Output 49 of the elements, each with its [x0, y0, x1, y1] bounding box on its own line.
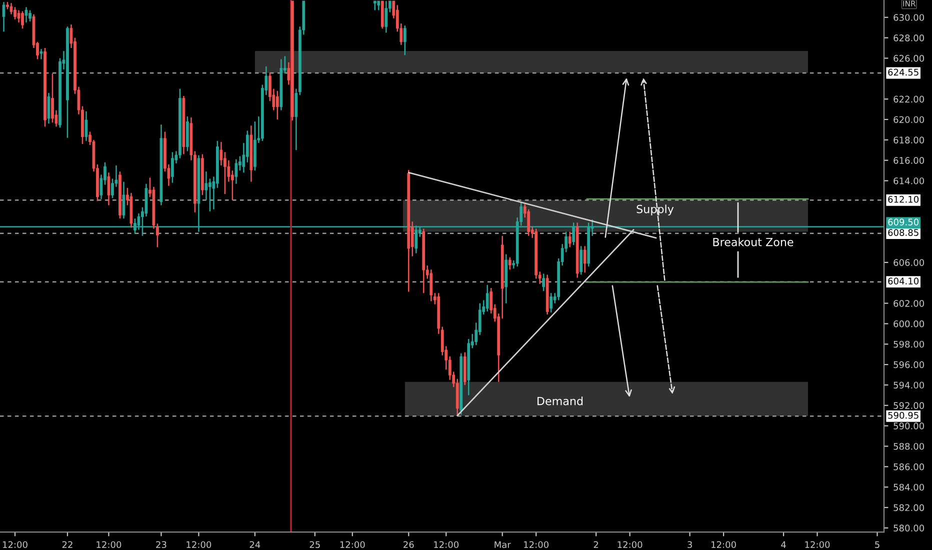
y-tick-label: 630.00 — [894, 14, 924, 21]
x-tick-label: 3 — [688, 541, 692, 548]
x-tick-label: 12:00 — [712, 541, 736, 548]
x-tick-label: 2 — [594, 541, 598, 548]
ref-line-label: 590.95 — [888, 412, 918, 419]
y-tick-label: 584.00 — [894, 484, 924, 491]
y-tick-label: 616.00 — [894, 157, 924, 164]
y-tick-label: 626.00 — [894, 54, 924, 62]
x-tick-label: 12:00 — [524, 541, 549, 548]
x-tick-label: 12:00 — [805, 541, 830, 548]
x-tick-label: 24 — [250, 541, 260, 548]
y-tick-label: 600.00 — [894, 320, 924, 328]
ref-line-label: 624.55 — [888, 68, 918, 76]
ref-line-label: 612.10 — [888, 196, 919, 203]
y-tick-label: 582.00 — [894, 504, 924, 512]
y-tick-label: 592.00 — [894, 402, 924, 409]
x-tick-label: 12:00 — [340, 541, 365, 548]
y-tick-label: 586.00 — [894, 463, 924, 470]
x-tick-label: 12:00 — [618, 541, 642, 548]
x-tick-label: 5 — [875, 541, 880, 548]
y-tick-label: 618.00 — [894, 136, 924, 144]
x-tick-label: 4 — [781, 541, 786, 548]
annotation: Breakout Zone — [713, 238, 794, 246]
y-tick-label: 594.00 — [894, 382, 924, 389]
x-tick-label: 23 — [156, 541, 166, 548]
ref-line-label: 608.85 — [888, 229, 918, 236]
ref-line-label: 604.10 — [888, 278, 919, 284]
y-tick-label: 590.00 — [894, 422, 924, 430]
x-tick-label: 26 — [404, 541, 414, 548]
y-tick-label: 596.00 — [894, 361, 924, 368]
x-tick-label: 12:00 — [2, 541, 28, 548]
annotation: Supply — [636, 204, 674, 216]
x-tick-label: Mar — [494, 541, 511, 548]
x-tick-label: 25 — [310, 541, 320, 548]
y-tick-label: 628.00 — [894, 34, 924, 42]
annotation: Demand — [538, 396, 583, 406]
x-tick-label: 12:00 — [186, 541, 212, 548]
x-tick-label: 22 — [62, 541, 72, 548]
y-tick-label: 588.00 — [894, 442, 924, 450]
ref-line-label: 609.50 — [888, 218, 919, 226]
y-tick-label: 620.00 — [894, 116, 924, 124]
x-tick-label: 12:00 — [96, 541, 122, 548]
x-tick-label: 12:00 — [434, 541, 459, 548]
y-tick-label: 602.00 — [894, 300, 924, 307]
y-tick-label: 598.00 — [894, 340, 924, 348]
y-tick-label: 622.00 — [894, 96, 924, 103]
y-tick-label: 614.00 — [894, 177, 924, 184]
y-tick-label: 580.00 — [894, 524, 924, 532]
y-tick-label: 606.00 — [894, 259, 924, 266]
